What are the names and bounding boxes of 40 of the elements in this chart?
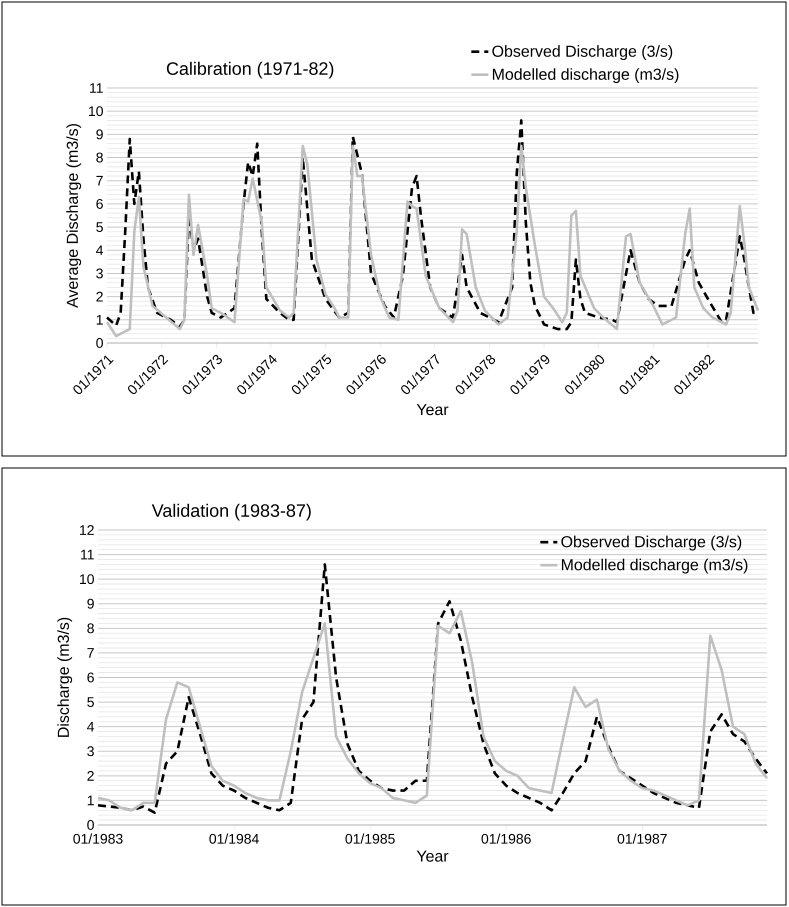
y-tick-label: 1 — [88, 796, 94, 806]
y-tick-label: 3 — [87, 746, 94, 756]
y-tick-label: 10 — [80, 574, 94, 584]
legend-label: Observed Discharge (3/s) — [492, 45, 672, 60]
y-tick-label: 11 — [81, 550, 94, 560]
y-tick-label: 5 — [87, 697, 94, 707]
y-axis-title: Discharge (m3/s) — [57, 618, 72, 737]
y-tick-label: 6 — [96, 198, 103, 209]
y-tick-label: 4 — [87, 722, 94, 732]
y-tick-label: 11 — [90, 83, 103, 93]
y-tick-label: 2 — [87, 770, 94, 781]
x-axis-title: Year — [416, 850, 448, 862]
y-tick-label: 2 — [96, 292, 103, 302]
y-tick-label: 0 — [87, 820, 94, 830]
y-tick-label: 8 — [96, 152, 103, 162]
y-tick-label: 7 — [87, 648, 94, 658]
chart-title: Validation (1983-87) — [152, 504, 311, 520]
y-tick-label: 8 — [87, 623, 94, 634]
y-tick-label: 6 — [87, 672, 94, 682]
x-tick-label: 01/1985 — [345, 834, 395, 844]
y-tick-label: 7 — [96, 176, 103, 186]
legend-label: Modelled discharge (m3/s) — [492, 68, 678, 84]
y-tick-label: 5 — [96, 222, 103, 232]
legend-label: Modelled discharge (m3/s) — [562, 558, 748, 574]
y-tick-label: 3 — [96, 268, 103, 278]
y-tick-label: 1 — [96, 315, 103, 325]
x-tick-label: 01/1986 — [482, 834, 531, 844]
x-tick-label: 01/1987 — [618, 834, 667, 844]
y-tick-label: 9 — [96, 129, 103, 140]
legend-label: Observed Discharge (3/s) — [561, 536, 742, 551]
chart-title: Calibration (1971-82) — [166, 62, 334, 78]
y-tick-label: 0 — [96, 338, 103, 348]
x-tick-label: 01/1984 — [209, 834, 259, 844]
y-tick-label: 10 — [89, 106, 103, 116]
y-tick-label: 4 — [96, 245, 104, 256]
x-tick-label: 01/1983 — [73, 834, 123, 844]
y-tick-label: 9 — [87, 598, 94, 609]
y-tick-label: 12 — [80, 525, 94, 535]
x-axis-title: Year — [416, 404, 448, 416]
y-axis-title: Average Discharge (m3/s) — [66, 124, 82, 308]
